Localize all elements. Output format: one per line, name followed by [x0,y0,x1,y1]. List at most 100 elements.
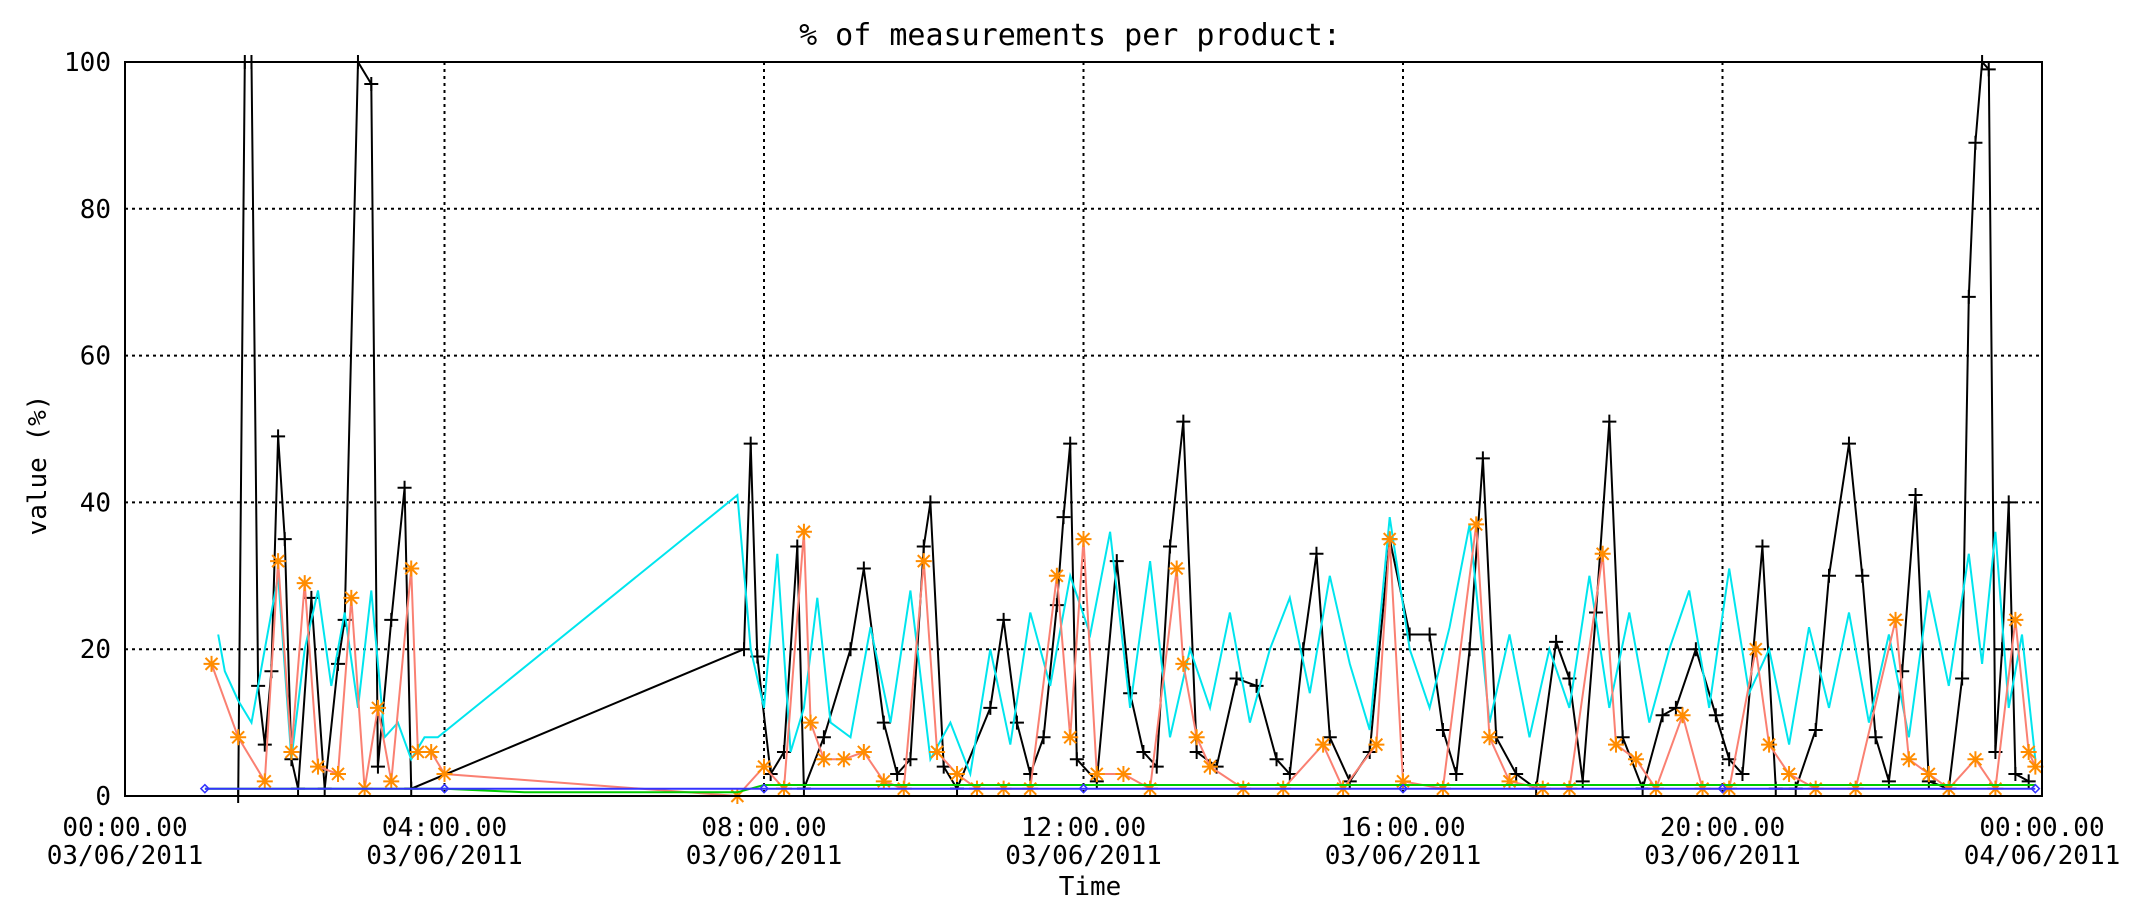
y-tick-label: 80 [80,195,111,225]
series-0-point [1808,722,1823,737]
series-0-point [2001,495,2016,510]
series-0-point [916,539,931,554]
series-0-point [1049,598,1064,613]
series-2-point [230,729,247,746]
series-0-point [1509,766,1524,781]
x-tick-label-time: 20:00.00 [1660,813,1785,843]
series-0-point [1908,488,1923,503]
series-0-line [237,58,2030,797]
series-0-point [1855,568,1870,583]
x-tick-label-date: 03/06/2011 [1644,841,1801,871]
series-0-point [1063,436,1078,451]
series-0-point [1575,774,1590,789]
series-0-point [1249,678,1264,693]
series-0-point [1309,546,1324,561]
series-0-point [277,532,292,547]
series-0-point [1868,730,1883,745]
series-0-point [1069,752,1084,767]
series-0-point [1282,766,1297,781]
series-2-point [815,751,832,768]
series-2-point [283,743,300,760]
series-2-point [1900,751,1917,768]
series-0-point [843,642,858,657]
series-0-point [890,766,905,781]
series-0-point [1655,708,1670,723]
series-0-point [876,715,891,730]
series-2-point [802,714,819,731]
series-2-point [343,589,360,606]
series-2-point [1747,641,1764,658]
series-0-point [364,77,379,92]
series-4 [199,783,2041,794]
series-0-point [936,759,951,774]
series-0-point [856,561,871,576]
y-tick-label: 0 [95,782,111,812]
series-0-point [1688,642,1703,657]
series-0-point [1109,554,1124,569]
series-0-point [1708,708,1723,723]
series-0-point [1056,510,1071,525]
series-2-point [1887,611,1904,628]
plot-frame [124,61,2043,797]
series-0-point [996,612,1011,627]
series-2-point [330,765,346,782]
series-2-point [2027,758,2044,775]
x-tick-label-date: 03/06/2011 [1325,841,1482,871]
x-tick-label-time: 00:00.00 [1979,813,2104,843]
series-1 [217,493,2037,778]
grid-lines [125,62,2042,796]
series-2-point [1395,773,1411,790]
series-2-point [296,575,313,592]
series-2-point [1501,773,1518,790]
series-2-point [1048,567,1065,584]
series-2-point [369,699,386,716]
series-0-point [271,429,286,444]
series-2-point [835,751,852,768]
series-2-point [795,523,812,540]
y-tick-label: 20 [80,635,111,665]
series-2-point [1075,531,1092,548]
series-2-point [1381,531,1398,548]
series-2-point [915,553,932,570]
series-2-point [1175,655,1192,672]
series-2-point [1201,758,1218,775]
series-2-point [1315,736,1332,753]
series-0-point [1176,414,1191,429]
series-0-point [1602,414,1617,429]
series-4-point [1717,783,1728,794]
x-tick-label-date: 03/06/2011 [366,841,523,871]
series-2-point [1594,545,1611,562]
series-2-point [409,743,426,760]
series-0-point [1462,642,1477,657]
series-2-point [423,743,440,760]
series-2-point [436,765,453,782]
series-2-point [2020,743,2037,760]
series-0-point [1123,686,1138,701]
series-0-point [1668,700,1683,715]
series-0-point [1955,671,1970,686]
series-0-point [1322,730,1337,745]
x-tick-label-time: 00:00.00 [62,813,187,843]
series-0-point [1755,539,1770,554]
series-0-point [370,759,385,774]
tick-labels: 02040608010000:00.0003/06/201104:00.0003… [47,48,2121,871]
series-2-point [256,773,273,790]
series-2-point [1168,560,1185,577]
series-0-point [1136,744,1151,759]
x-tick-label-time: 08:00.00 [701,813,826,843]
series-0-point [1981,62,1996,77]
series-0-point [1189,744,1204,759]
y-tick-label: 100 [64,48,111,78]
series-0-point [1023,766,1038,781]
series-0-point [816,730,831,745]
series-0-point [1995,642,2010,657]
series-2-point [1481,729,1498,746]
series-0-point [1895,664,1910,679]
series-2-point [1188,729,1205,746]
series-2-point [310,758,327,775]
series-0-point [257,737,272,752]
series-4-point [439,783,450,794]
series-0-point [1435,722,1450,737]
chart-title: % of measurements per product: [799,18,1341,53]
